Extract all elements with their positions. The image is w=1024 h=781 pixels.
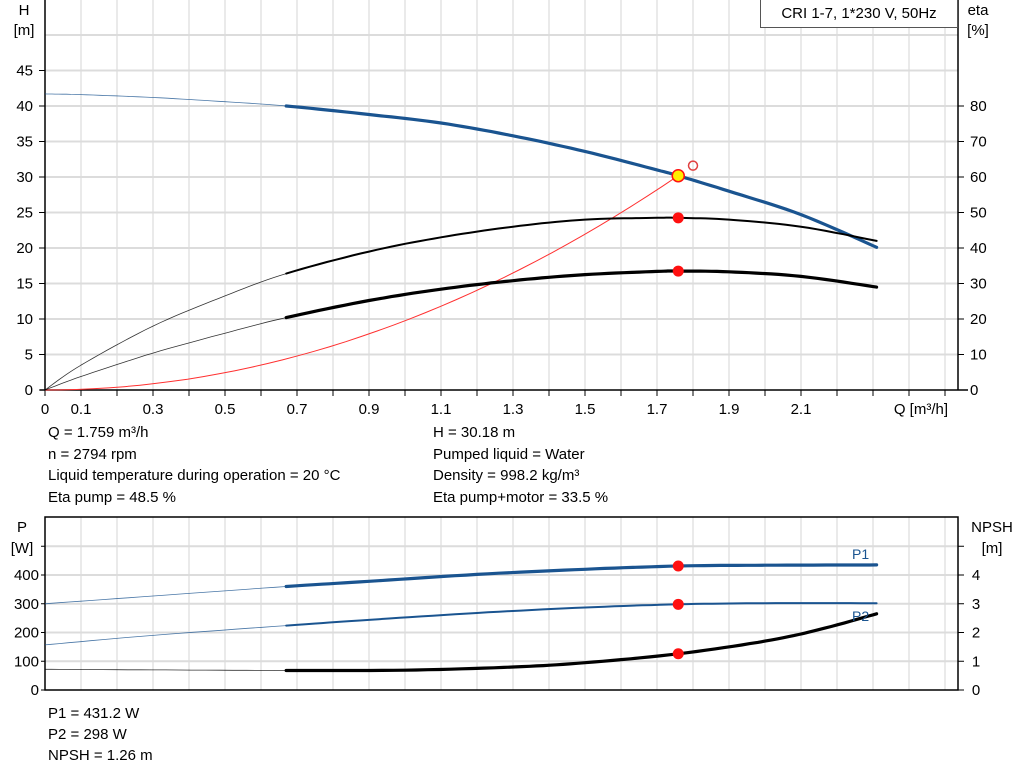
- H-curve-line: [284, 104, 879, 249]
- p2-curve-extrapolated-line: [44, 625, 287, 646]
- info-liquid: Pumped liquid = Water: [433, 446, 585, 463]
- y-tick-label-left: 40: [16, 98, 33, 115]
- y-tick-label-right: 0: [970, 382, 978, 399]
- info-p1: P1 = 431.2 W: [48, 705, 140, 722]
- eta-pump-curve-line: [285, 216, 878, 275]
- x-tick-label: 0: [41, 401, 49, 418]
- y-tick-label-right: 30: [970, 276, 987, 293]
- p1-series-label: P1: [852, 546, 869, 562]
- y-tick-label-right: 4: [972, 567, 980, 584]
- y-axis-label-left: P: [17, 519, 27, 536]
- y-tick-label-right: 50: [970, 205, 987, 222]
- y-tick-label-left: 400: [14, 567, 39, 584]
- p1-curve-line: [284, 563, 879, 589]
- system-curve: [44, 175, 679, 391]
- eta-pump-motor-curve-line: [284, 269, 879, 320]
- y-tick-label-right: 40: [970, 240, 987, 257]
- info-eta-pump: Eta pump = 48.5 %: [48, 489, 176, 506]
- y-tick-label-left: 5: [25, 347, 33, 364]
- y-tick-label-right: 10: [970, 347, 987, 364]
- x-tick-label: 2.1: [791, 401, 812, 418]
- eta-pump-motor-curve-extrapolated-line: [44, 317, 287, 391]
- eta-pump-operating-point: [672, 212, 684, 224]
- npsh-curve-extrapolated-line: [45, 668, 287, 671]
- y-axis-unit-right: [m]: [982, 540, 1003, 557]
- y-tick-label-right: 80: [970, 98, 987, 115]
- x-tick-label: 0.9: [359, 401, 380, 418]
- head-operating-point: [671, 168, 685, 183]
- info-npsh: NPSH = 1.26 m: [48, 747, 153, 764]
- x-tick-label: 1.7: [647, 401, 668, 418]
- y-tick-label-right: 0: [972, 682, 980, 699]
- info-head: H = 30.18 m: [433, 424, 516, 441]
- info-speed: n = 2794 rpm: [48, 446, 137, 463]
- H-curve-extrapolated-line: [44, 93, 287, 107]
- y-tick-label-right: 2: [972, 625, 980, 642]
- y-tick-label-left: 25: [16, 205, 33, 222]
- x-axis-label: Q [m³/h]: [894, 401, 948, 418]
- y-tick-label-left: 30: [16, 169, 33, 186]
- y-axis-unit-left: [m]: [14, 22, 35, 39]
- npsh-operating-point: [672, 648, 684, 660]
- x-tick-label: 1.9: [719, 401, 740, 418]
- pump-legend: CRI 1-7, 1*230 V, 50Hz: [760, 0, 958, 28]
- p2-curve-line: [285, 602, 878, 627]
- y-tick-label-left: 0: [25, 382, 33, 399]
- y-axis-label-right: NPSH: [971, 519, 1013, 536]
- y-tick-label-left: 15: [16, 276, 33, 293]
- requested-point-marker: [687, 160, 699, 171]
- y-tick-label-left: 300: [14, 596, 39, 613]
- y-tick-label-left: 20: [16, 240, 33, 257]
- info-p2: P2 = 298 W: [48, 726, 127, 743]
- y-tick-label-left: 35: [16, 134, 33, 151]
- x-tick-label: 1.3: [503, 401, 524, 418]
- y-tick-label-left: 10: [16, 311, 33, 328]
- y-tick-label-right: 3: [972, 596, 980, 613]
- x-tick-label: 0.1: [71, 401, 92, 418]
- eta-pump-motor-operating-point: [672, 265, 684, 277]
- p2-series-label: P2: [852, 608, 869, 624]
- info-density: Density = 998.2 kg/m³: [433, 467, 580, 484]
- info-q: Q = 1.759 m³/h: [48, 424, 149, 441]
- y-tick-label-right: 60: [970, 169, 987, 186]
- y-tick-label-left: 45: [16, 63, 33, 80]
- p1-operating-point: [672, 560, 684, 572]
- x-tick-label: 0.3: [143, 401, 164, 418]
- x-tick-label: 1.1: [431, 401, 452, 418]
- y-axis-label-left: H: [19, 2, 30, 19]
- y-tick-label-left: 100: [14, 653, 39, 670]
- y-tick-label-left: 200: [14, 625, 39, 642]
- y-tick-label-right: 70: [970, 134, 987, 151]
- p2-operating-point: [672, 598, 684, 610]
- npsh-curve-line: [284, 612, 879, 673]
- info-temperature: Liquid temperature during operation = 20…: [48, 467, 341, 484]
- y-axis-unit-left: [W]: [11, 540, 34, 557]
- x-tick-label: 0.5: [215, 401, 236, 418]
- info-eta-pump-motor: Eta pump+motor = 33.5 %: [433, 489, 609, 506]
- eta-pump-curve-extrapolated-line: [44, 273, 287, 391]
- y-tick-label-right: 20: [970, 311, 987, 328]
- x-tick-label: 0.7: [287, 401, 308, 418]
- p1-curve-extrapolated-line: [44, 586, 287, 605]
- y-tick-label-right: 1: [972, 653, 980, 670]
- y-axis-unit-right: [%]: [967, 22, 989, 39]
- y-tick-label-left: 0: [31, 682, 39, 699]
- y-axis-label-right: eta: [968, 2, 990, 19]
- x-tick-label: 1.5: [575, 401, 596, 418]
